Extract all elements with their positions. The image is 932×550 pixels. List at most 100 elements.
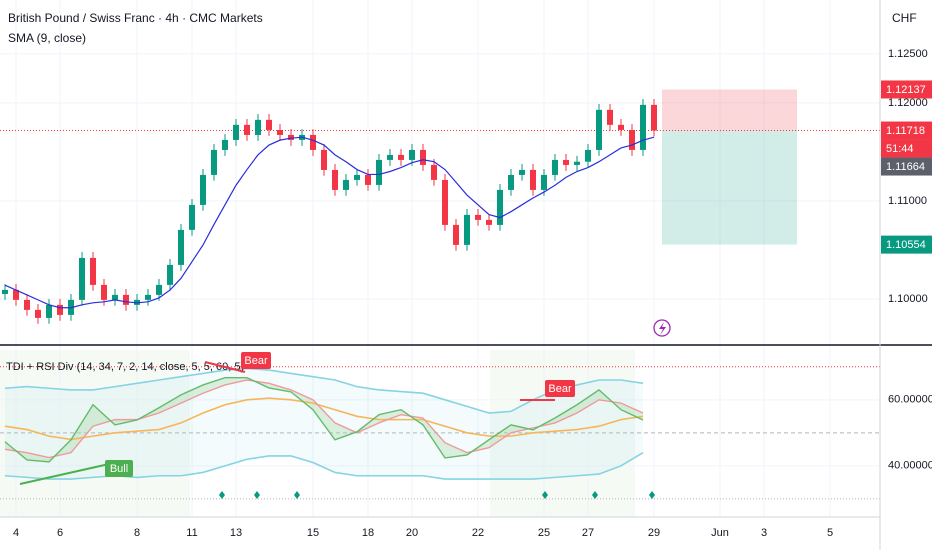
candle-body [178,229,184,265]
candle-body [145,294,151,300]
candle-body [420,149,426,165]
bear-label-box [545,380,575,397]
candle-body [266,119,272,130]
y-tick-label: 1.11000 [888,195,927,207]
signal-marker [219,491,225,499]
candle-body [112,294,118,300]
candle-body [464,214,470,245]
x-tick-label: 20 [406,527,418,539]
bear-label: Bear [548,383,572,395]
candle-body [200,174,206,205]
candle-body [519,169,525,175]
symbol-title: British Pound / Swiss Franc · 4h · CMC M… [8,11,263,25]
candle-body [123,294,129,305]
candle-body [46,304,52,318]
candle-body [244,124,250,135]
candle-body [596,109,602,150]
x-tick-label: 11 [186,527,197,539]
countdown-box [881,139,932,158]
x-tick-label: 25 [538,527,550,539]
candle-body [387,154,393,160]
candle-body [24,299,30,310]
candle-body [552,159,558,175]
candle-body [607,109,613,125]
x-tick-label: 15 [307,527,319,539]
signal-marker [542,491,548,499]
bear-divergence-line [204,361,246,373]
indicator-line [4,367,644,414]
bear-label: Bear [244,355,268,367]
candle-body [431,164,437,180]
candle-body [563,159,569,165]
candle-body [640,104,646,150]
candle-body [343,179,349,190]
currency: CHF [892,11,917,25]
candle-body [310,134,316,150]
x-tick-label: 22 [472,527,484,539]
price-marker-box [881,235,932,254]
x-tick-label: Jun [711,527,729,539]
candle-body [398,154,404,160]
candle-body [475,214,481,220]
candle-body [530,169,536,190]
candle-body [629,129,635,150]
sma-line [4,136,655,309]
candle-body [57,304,63,315]
price-marker-box [881,80,932,99]
candle-body [233,124,239,140]
price-marker: 1.11664 [886,161,925,173]
candle-body [453,224,459,245]
indicator-title: TDI + RSI Div (14, 34, 7, 2, 14, close, … [6,361,244,373]
countdown: 51:44 [886,143,914,155]
lightning [659,322,666,335]
x-tick-label: 18 [362,527,374,539]
y-tick-label: 1.10000 [888,293,928,305]
candle-body [101,284,107,300]
price-marker-box [881,121,932,140]
price-marker-box [881,157,932,176]
candle-body [211,149,217,175]
candle-body [13,289,19,300]
bear-label-box [241,352,271,369]
divergence-zone [0,350,190,517]
annotation: Bear Bear Bull [105,352,575,477]
candle-body [541,174,547,190]
indicator-line [4,376,644,463]
candle-body [277,129,283,135]
candle-body [2,289,8,294]
price-marker: 1.12137 [886,84,926,96]
signal-marker [294,491,300,499]
x-tick-label: 3 [761,527,767,539]
candle-body [255,119,261,135]
x-tick-label: 13 [230,527,242,539]
candle-body [585,149,591,162]
candle-body [79,257,85,300]
candle-body [222,139,228,150]
axis: 4 6 8 11 13 15 18 20 22 25 27 29 Jun 3 5 1.12500 1.12000… [13,48,932,539]
bull-label-box [105,460,133,477]
signal-markers [219,491,655,499]
rsi-signal-fill [5,377,643,462]
x-tick-label: 8 [134,527,140,539]
grid [0,0,880,517]
bull-divergence-line [19,461,119,485]
candle-body [651,104,657,131]
candle-body [486,219,492,225]
y-tick-label: 40.00000 [888,460,932,472]
y-tick-label: 1.12000 [888,97,928,109]
price-marker: 1.11718 [886,125,925,137]
candle-body [35,309,41,318]
candle-body [156,284,162,295]
bull-label: Bull [110,463,128,475]
candle-body [189,204,195,230]
indicator-line [4,397,644,441]
candle-body [442,179,448,225]
y-tick-label: 60.00000 [888,394,932,406]
candle-body [321,149,327,170]
x-tick-label: 6 [57,527,63,539]
candle-body [497,189,503,225]
candle-body [288,134,294,140]
candle-body [354,174,360,180]
